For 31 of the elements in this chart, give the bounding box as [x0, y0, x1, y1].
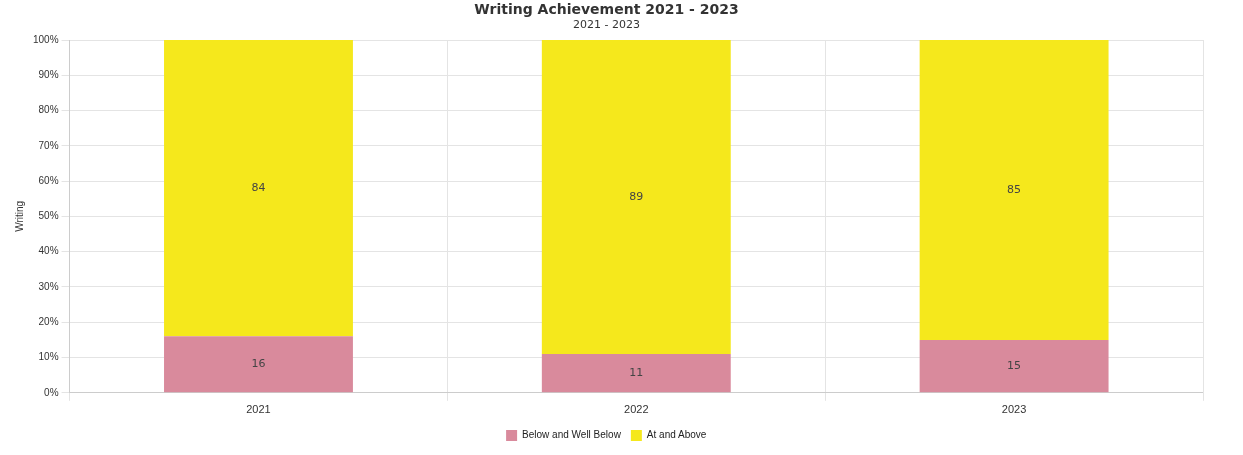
x-tick-label: 2023: [1001, 403, 1027, 416]
y-tick-label: 10%: [38, 351, 59, 363]
y-axis-title: Writing: [13, 200, 25, 232]
legend-label: Below and Well Below: [522, 429, 622, 441]
data-label: 85: [1007, 182, 1022, 196]
legend-label: At and Above: [646, 429, 707, 441]
bar: [919, 339, 1109, 393]
data-label: 11: [629, 366, 644, 380]
y-tick-label: 70%: [38, 139, 59, 151]
y-tick-label: 90%: [38, 69, 59, 81]
data-label: 15: [1007, 358, 1022, 372]
bar: [541, 40, 731, 354]
data-label: 89: [629, 189, 644, 203]
y-tick-label: 50%: [38, 210, 59, 222]
y-tick-label: 40%: [38, 245, 59, 257]
x-tick-label: 2021: [246, 403, 271, 416]
x-tick-label: 2022: [624, 403, 649, 416]
y-tick-label: 20%: [38, 315, 59, 327]
data-label: 16: [251, 357, 266, 371]
y-tick-label: 80%: [38, 104, 59, 116]
chart-subtitle: 2021 - 2023: [573, 18, 640, 32]
y-tick-label: 100%: [33, 33, 59, 45]
chart-title: Writing Achievement 2021 - 2023: [474, 1, 739, 18]
data-label: 84: [251, 181, 266, 195]
bar: [164, 336, 353, 393]
bar: [541, 353, 731, 393]
y-tick-label: 0%: [44, 386, 59, 398]
y-tick-label: 60%: [38, 174, 59, 186]
bar: [919, 40, 1109, 340]
y-tick-label: 30%: [38, 280, 59, 292]
bar: [164, 40, 353, 337]
